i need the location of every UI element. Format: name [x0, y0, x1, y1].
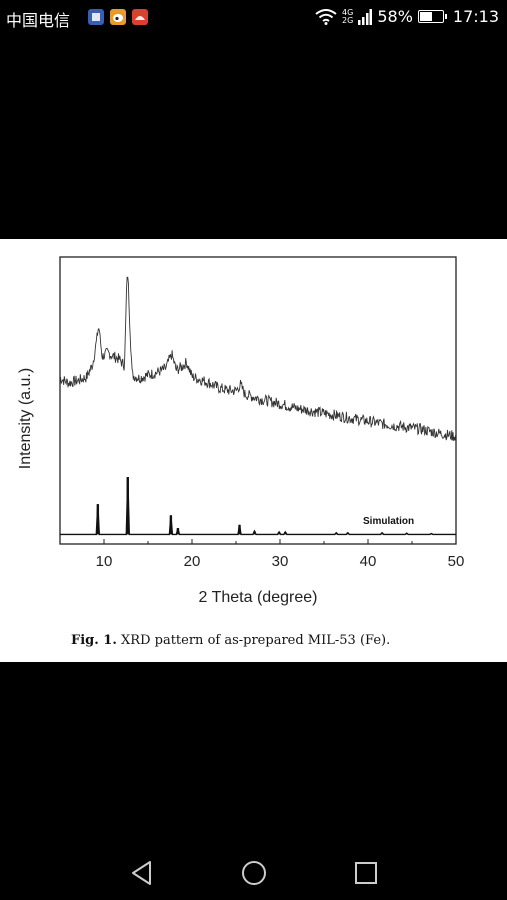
battery-fill	[419, 12, 433, 21]
y-axis-label: Intensity (a.u.)	[17, 368, 34, 469]
x-axis-label: 2 Theta (degree)	[199, 589, 318, 606]
experimental-series-line	[59, 276, 456, 441]
notification-icons	[88, 9, 148, 25]
carrier-label: 中国电信	[6, 11, 71, 30]
clock: 17:13	[452, 7, 499, 26]
weibo-icon	[110, 9, 126, 25]
recents-button[interactable]	[351, 858, 381, 888]
battery-percent: 58%	[377, 7, 413, 26]
x-tick-label: 30	[272, 553, 289, 570]
network-type-bottom: 2G	[342, 15, 354, 25]
plot-frame	[59, 256, 457, 545]
caption-text: XRD pattern of as-prepared MIL-53 (Fe).	[121, 633, 391, 648]
x-tick-label: 10	[96, 553, 113, 570]
back-button[interactable]	[127, 858, 157, 888]
signal-icon	[358, 8, 373, 25]
caption-label: Fig. 1.	[71, 633, 117, 648]
x-tick-label: 20	[184, 553, 201, 570]
huawei-app-icon	[132, 9, 148, 25]
navigation-bar	[0, 840, 507, 900]
simulation-series-line	[59, 476, 457, 536]
x-tick-label: 50	[448, 553, 465, 570]
xrd-chart: 10 20 30 40 50 2 Theta (degree) Intensity (a.u…	[17, 256, 465, 606]
app-notification-icon	[88, 9, 104, 25]
figure-caption: Fig. 1. XRD pattern of as-prepared MIL-5…	[71, 633, 390, 648]
wifi-icon	[315, 8, 337, 25]
x-tick-label: 40	[360, 553, 377, 570]
simulation-annotation: Simulation	[363, 516, 414, 527]
battery-icon	[417, 10, 447, 23]
status-right: 4G 2G 58% 17:13	[315, 7, 499, 26]
home-button[interactable]	[239, 858, 269, 888]
status-bar: 中国电信 4G 2G 58% 17	[0, 0, 507, 34]
network-type-top: 4G	[342, 7, 354, 17]
figure-image[interactable]: 10 20 30 40 50 2 Theta (degree) Intensity (a.u…	[0, 239, 507, 662]
network-type: 4G 2G	[342, 7, 354, 25]
